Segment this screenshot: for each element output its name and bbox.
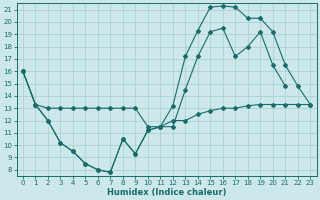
- X-axis label: Humidex (Indice chaleur): Humidex (Indice chaleur): [107, 188, 226, 197]
